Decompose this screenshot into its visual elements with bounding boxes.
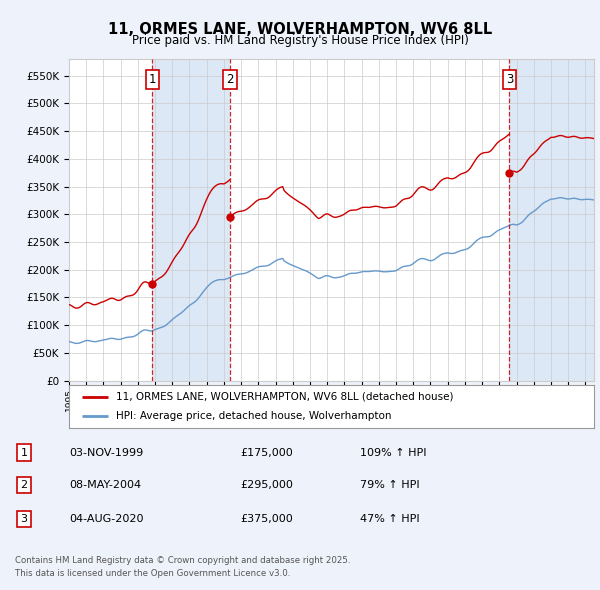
Text: 47% ↑ HPI: 47% ↑ HPI bbox=[360, 514, 419, 524]
Bar bbox=[152, 59, 230, 381]
Text: £175,000: £175,000 bbox=[240, 448, 293, 457]
Text: 03-NOV-1999: 03-NOV-1999 bbox=[69, 448, 143, 457]
Text: 1: 1 bbox=[149, 73, 156, 86]
Text: Price paid vs. HM Land Registry's House Price Index (HPI): Price paid vs. HM Land Registry's House … bbox=[131, 34, 469, 47]
Text: 2: 2 bbox=[226, 73, 233, 86]
Text: 3: 3 bbox=[506, 73, 513, 86]
Text: HPI: Average price, detached house, Wolverhampton: HPI: Average price, detached house, Wolv… bbox=[116, 411, 392, 421]
Text: 04-AUG-2020: 04-AUG-2020 bbox=[69, 514, 143, 524]
Text: 79% ↑ HPI: 79% ↑ HPI bbox=[360, 480, 419, 490]
Text: £375,000: £375,000 bbox=[240, 514, 293, 524]
Text: 2: 2 bbox=[20, 480, 28, 490]
Text: 11, ORMES LANE, WOLVERHAMPTON, WV6 8LL: 11, ORMES LANE, WOLVERHAMPTON, WV6 8LL bbox=[108, 22, 492, 37]
Text: 11, ORMES LANE, WOLVERHAMPTON, WV6 8LL (detached house): 11, ORMES LANE, WOLVERHAMPTON, WV6 8LL (… bbox=[116, 392, 454, 402]
Text: 3: 3 bbox=[20, 514, 28, 524]
Text: Contains HM Land Registry data © Crown copyright and database right 2025.: Contains HM Land Registry data © Crown c… bbox=[15, 556, 350, 565]
Text: £295,000: £295,000 bbox=[240, 480, 293, 490]
Bar bbox=[509, 59, 594, 381]
Text: 08-MAY-2004: 08-MAY-2004 bbox=[69, 480, 141, 490]
Text: 1: 1 bbox=[20, 448, 28, 457]
Text: This data is licensed under the Open Government Licence v3.0.: This data is licensed under the Open Gov… bbox=[15, 569, 290, 578]
Text: 109% ↑ HPI: 109% ↑ HPI bbox=[360, 448, 427, 457]
